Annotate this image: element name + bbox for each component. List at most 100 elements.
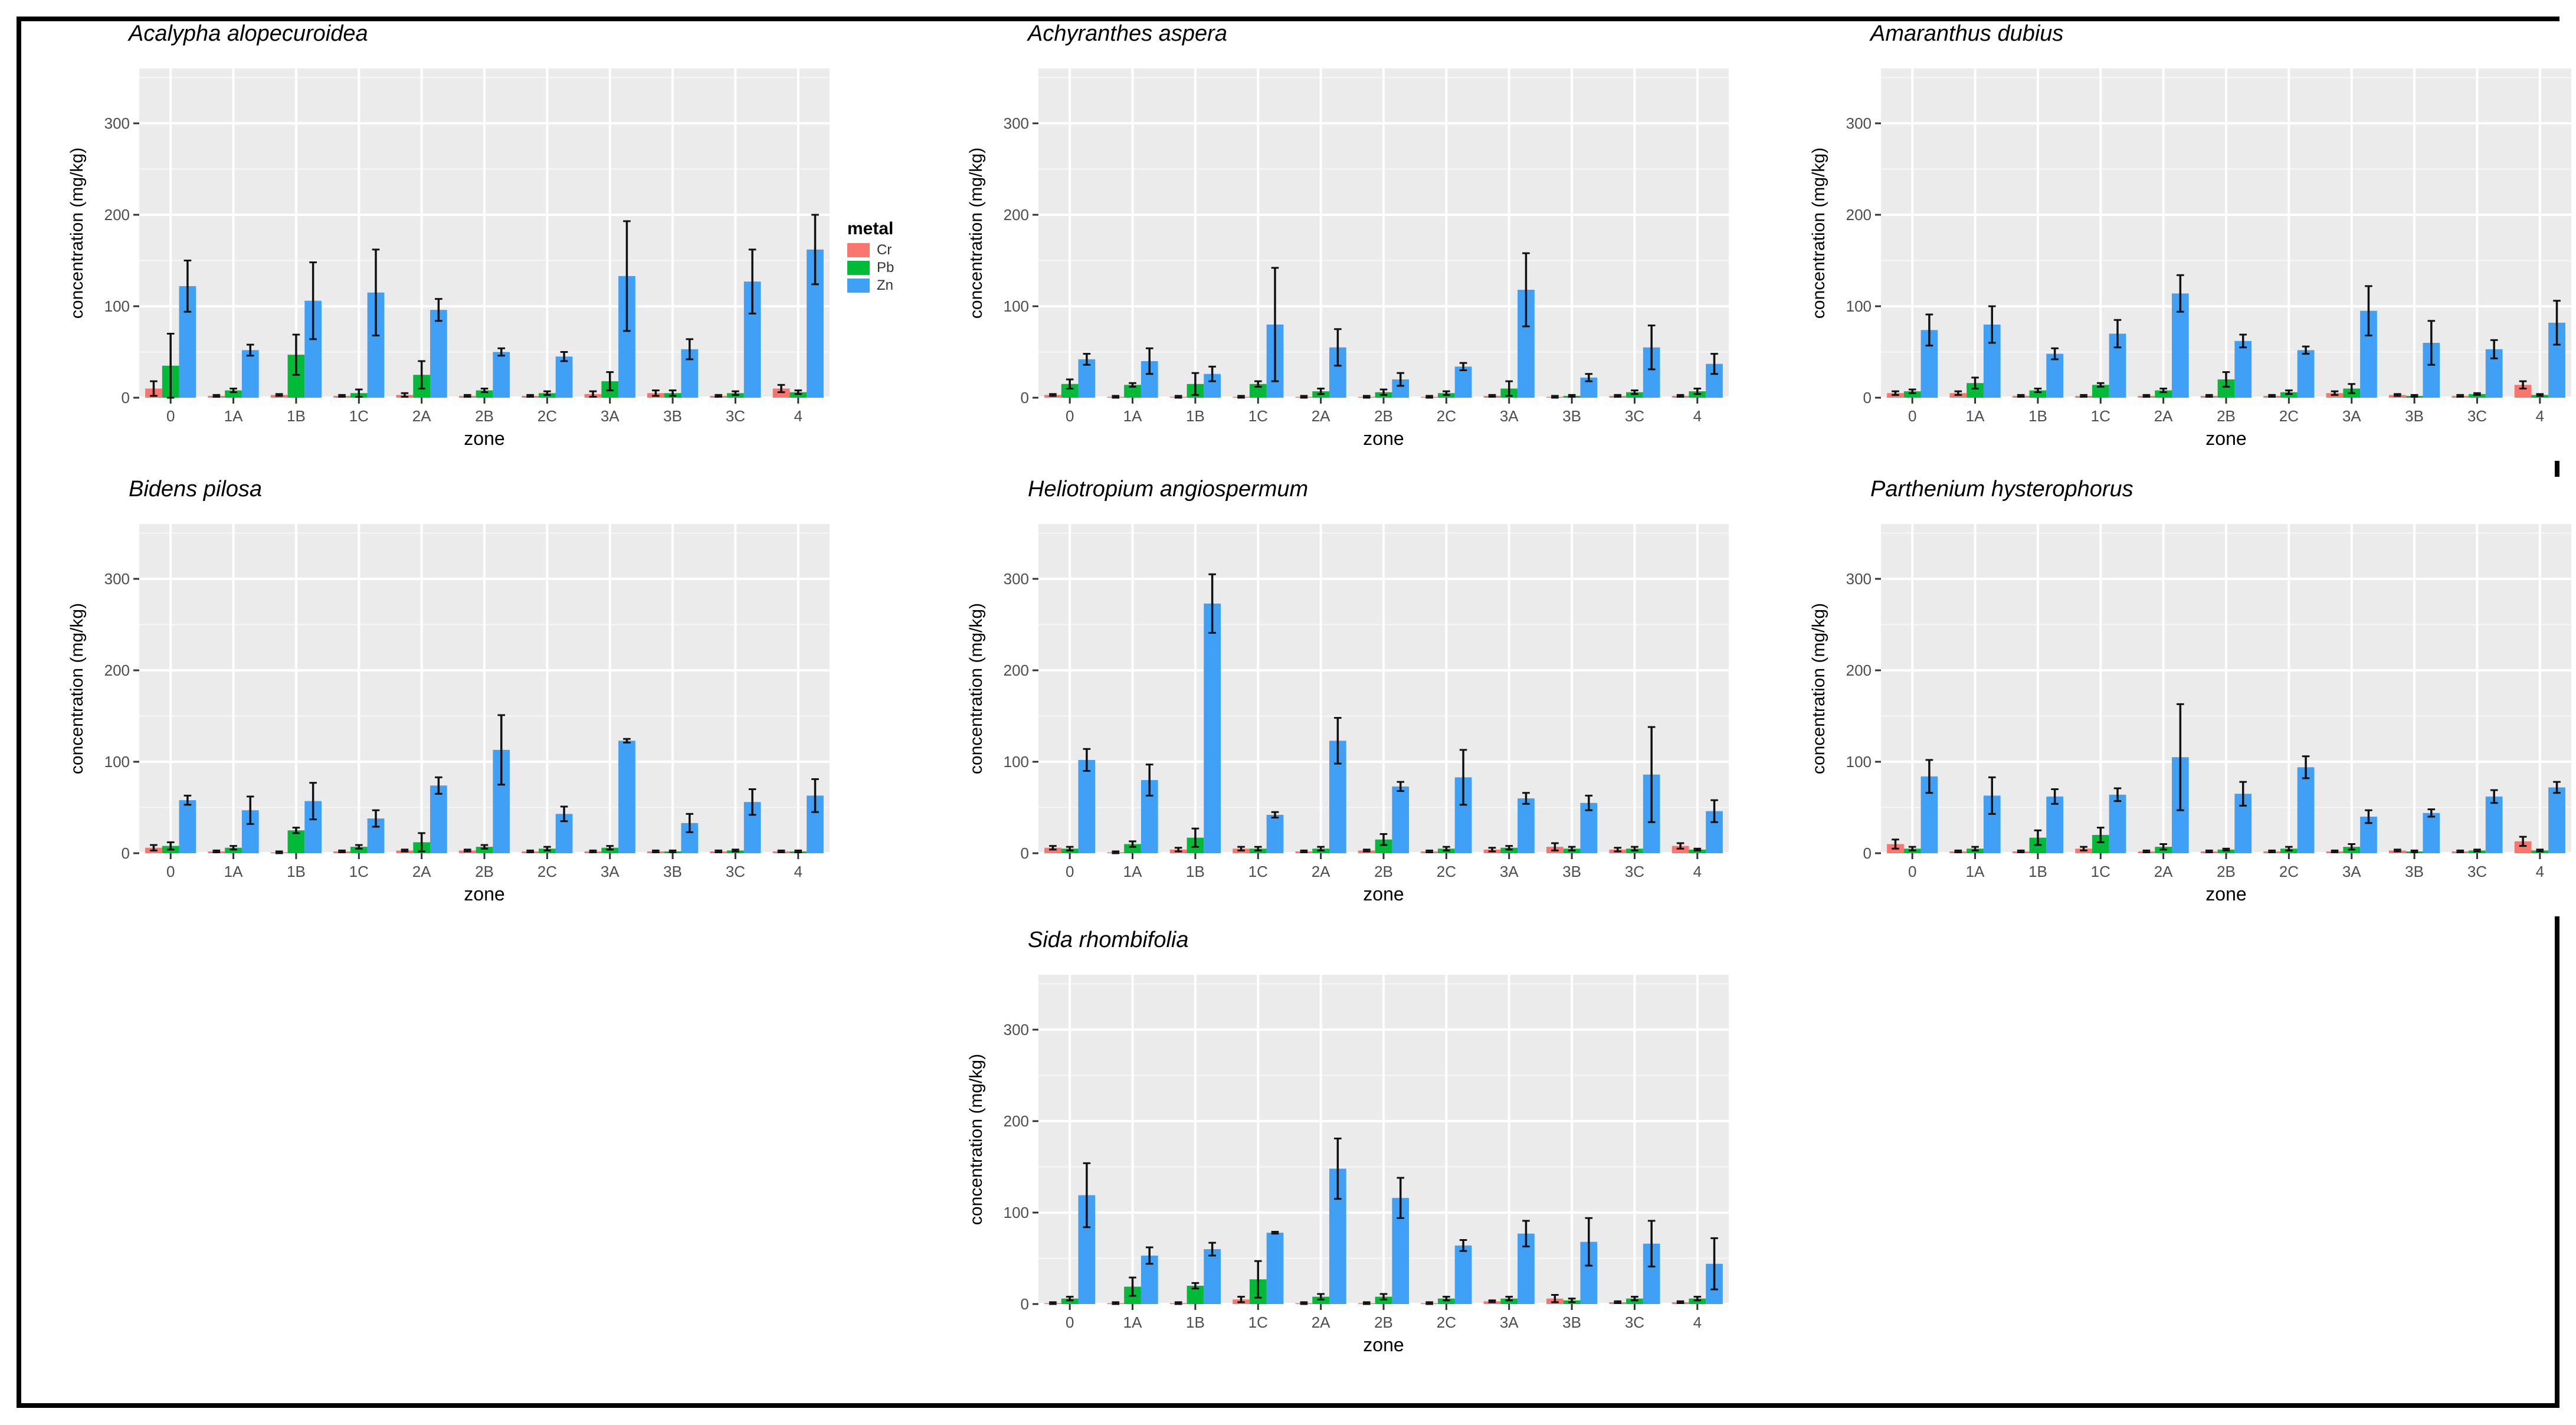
x-tick-label: 1C bbox=[1248, 863, 1268, 880]
y-tick-label: 100 bbox=[104, 753, 130, 771]
x-tick-label: 1A bbox=[1123, 863, 1142, 880]
x-tick-label: 4 bbox=[1693, 863, 1702, 880]
x-tick-label: 1C bbox=[1248, 1313, 1268, 1331]
bar-zn bbox=[1204, 603, 1221, 853]
x-tick-label: 1C bbox=[349, 407, 369, 425]
bar-chart: 0 100 200 300 0 1A 1B 1C 2A 2B 2C 3A 3B 3C 4 zone concen… bbox=[67, 68, 830, 449]
x-tick-label: 0 bbox=[166, 407, 175, 425]
x-tick-label: 1B bbox=[2028, 863, 2047, 880]
bar-chart: 0 100 200 300 0 1A 1B 1C 2A 2B 2C 3A 3B 3C 4 zone concen… bbox=[67, 524, 830, 905]
bar-pb bbox=[1500, 1298, 1518, 1304]
x-tick-label: 3A bbox=[1500, 407, 1519, 425]
x-tick-label: 1A bbox=[224, 863, 243, 880]
species-title: Acalypha alopecuroidea bbox=[129, 21, 368, 46]
x-tick-label: 1B bbox=[287, 407, 306, 425]
x-tick-label: 1A bbox=[1123, 1313, 1142, 1331]
y-axis-label: concentration (mg/kg) bbox=[966, 1054, 986, 1225]
bar-cr bbox=[1672, 846, 1689, 853]
x-tick-label: 2C bbox=[2279, 863, 2299, 880]
bar-pb bbox=[225, 847, 242, 853]
x-tick-label: 3C bbox=[726, 863, 745, 880]
y-tick-label: 200 bbox=[104, 206, 130, 224]
bar-pb bbox=[287, 830, 305, 853]
bar-pb bbox=[1061, 384, 1079, 398]
bar-zn bbox=[2046, 353, 2063, 398]
bar-pb bbox=[1061, 1298, 1079, 1304]
x-tick-label: 4 bbox=[2536, 863, 2544, 880]
bar-pb bbox=[1312, 1296, 1329, 1304]
bar-zn bbox=[2234, 340, 2252, 398]
y-tick-label: 0 bbox=[122, 389, 130, 407]
x-tick-label: 2C bbox=[1437, 863, 1456, 880]
x-tick-label: 3A bbox=[2342, 407, 2361, 425]
y-tick-label: 0 bbox=[1021, 1295, 1029, 1313]
x-tick-label: 2A bbox=[1312, 1313, 1330, 1331]
bar-zn bbox=[1266, 814, 1284, 853]
bar-chart: 0 100 200 300 0 1A 1B 1C 2A 2B 2C 3A 3B 3C 4 zone concen… bbox=[1809, 68, 2571, 449]
bar-pb bbox=[2092, 385, 2109, 398]
x-tick-label: 4 bbox=[2536, 407, 2544, 425]
y-tick-label: 200 bbox=[1846, 661, 1872, 679]
x-tick-label: 2A bbox=[1312, 863, 1330, 880]
x-tick-label: 1A bbox=[1123, 407, 1142, 425]
bar-zn bbox=[555, 356, 573, 398]
bar-zn bbox=[618, 741, 635, 853]
bar-zn bbox=[179, 800, 196, 853]
bar-zn bbox=[2046, 796, 2063, 853]
y-axis-label: concentration (mg/kg) bbox=[67, 148, 87, 319]
species-title: Amaranthus dubius bbox=[1870, 21, 2064, 46]
x-axis-label: zone bbox=[464, 883, 504, 905]
species-title: Achyranthes aspera bbox=[1028, 21, 1227, 46]
species-title: Sida rhombifolia bbox=[1028, 928, 1189, 952]
x-tick-label: 3B bbox=[2405, 863, 2424, 880]
bar-pb bbox=[1375, 1296, 1392, 1304]
bar-chart: 0 100 200 300 0 1A 1B 1C 2A 2B 2C 3A 3B 3C 4 zone concen… bbox=[966, 68, 1729, 449]
species-title: Parthenium hysterophorus bbox=[1870, 477, 2133, 502]
bar-zn bbox=[1454, 1245, 1472, 1304]
x-tick-label: 2A bbox=[2154, 407, 2173, 425]
bar-zn bbox=[1078, 759, 1096, 853]
panel-heliotropium-angiospermum: 0 100 200 300 0 1A 1B 1C 2A 2B 2C 3A 3B 3C 4 zone concen… bbox=[928, 477, 1765, 916]
x-tick-label: 1A bbox=[1966, 407, 1985, 425]
x-tick-label: 2C bbox=[1437, 407, 1456, 425]
x-tick-label: 3A bbox=[1500, 863, 1519, 880]
x-tick-label: 2C bbox=[538, 863, 557, 880]
x-tick-label: 0 bbox=[166, 863, 175, 880]
bar-cr bbox=[1044, 847, 1061, 853]
x-tick-label: 0 bbox=[1066, 1313, 1074, 1331]
legend-label: Cr bbox=[877, 242, 892, 258]
y-tick-label: 0 bbox=[122, 844, 130, 862]
panel-parthenium-hysterophorus: 0 100 200 300 0 1A 1B 1C 2A 2B 2C 3A 3B 3C 4 zone concen… bbox=[1770, 477, 2576, 916]
bar-zn bbox=[2485, 796, 2503, 853]
y-tick-label: 200 bbox=[104, 661, 130, 679]
y-axis-label: concentration (mg/kg) bbox=[966, 603, 986, 774]
legend-label: Zn bbox=[877, 277, 894, 293]
x-tick-label: 3A bbox=[2342, 863, 2361, 880]
bar-pb bbox=[2217, 849, 2235, 853]
bar-pb bbox=[1438, 1298, 1455, 1304]
x-tick-label: 0 bbox=[1908, 863, 1916, 880]
bar-pb bbox=[1500, 847, 1518, 853]
bar-pb bbox=[789, 392, 807, 398]
y-tick-label: 100 bbox=[1004, 1204, 1029, 1221]
x-axis-label: zone bbox=[1363, 1334, 1404, 1355]
y-tick-label: 100 bbox=[1004, 753, 1029, 771]
y-tick-label: 0 bbox=[1021, 844, 1029, 862]
y-axis-label: concentration (mg/kg) bbox=[67, 603, 87, 774]
x-tick-label: 2A bbox=[412, 407, 431, 425]
x-tick-label: 2B bbox=[1374, 1313, 1393, 1331]
x-tick-label: 3B bbox=[1562, 1313, 1581, 1331]
legend-title: metal bbox=[847, 219, 894, 238]
x-tick-label: 3C bbox=[2467, 863, 2487, 880]
y-tick-label: 0 bbox=[1863, 389, 1872, 407]
y-tick-label: 0 bbox=[1863, 844, 1872, 862]
bar-pb bbox=[1375, 839, 1392, 853]
species-title: Bidens pilosa bbox=[129, 477, 263, 502]
x-tick-label: 2C bbox=[1437, 1313, 1456, 1331]
x-tick-label: 2B bbox=[1374, 863, 1393, 880]
bar-zn bbox=[493, 352, 510, 398]
y-tick-label: 300 bbox=[1004, 570, 1029, 588]
x-tick-label: 1A bbox=[224, 407, 243, 425]
bar-cr bbox=[2514, 841, 2532, 853]
bar-pb bbox=[1124, 385, 1141, 398]
